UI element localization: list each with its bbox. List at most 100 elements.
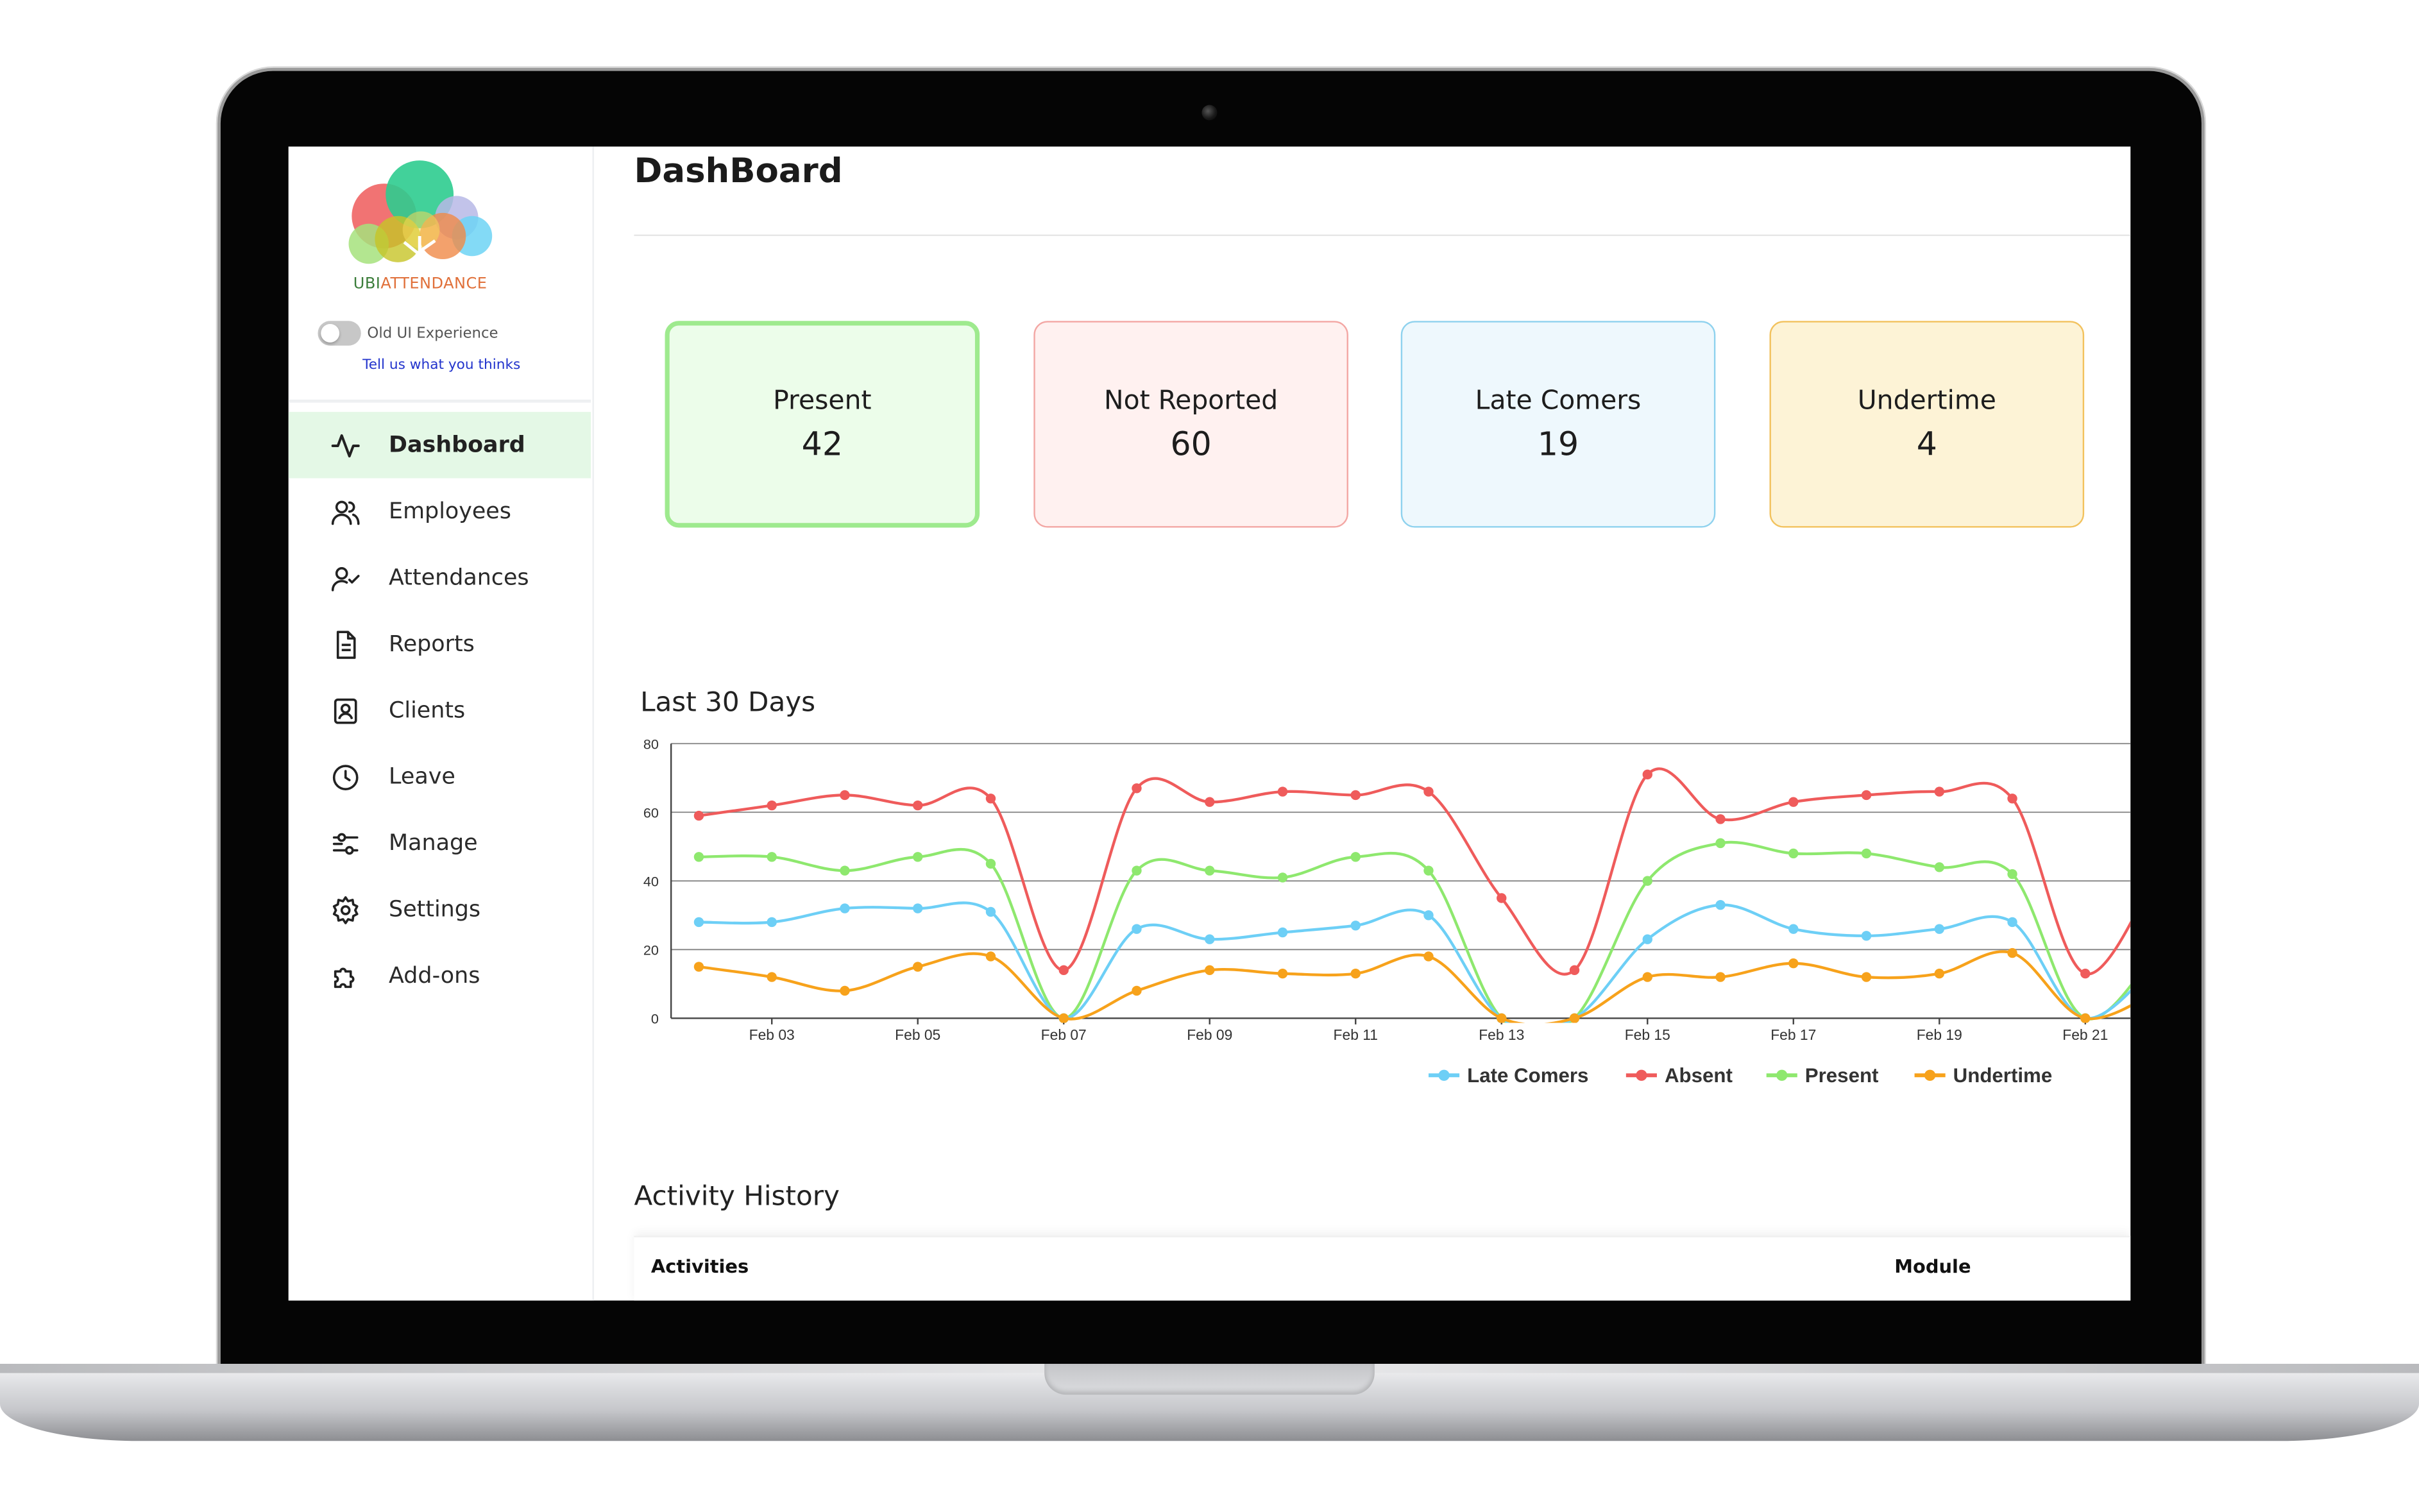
data-point[interactable] (1277, 872, 1288, 883)
sidebar-item-attendances[interactable]: Attendances (289, 545, 591, 611)
column-header-module[interactable]: Module (1894, 1255, 1971, 1278)
data-point[interactable] (1934, 786, 1944, 797)
sidebar-item-manage[interactable]: Manage (289, 810, 591, 876)
late-comers-card[interactable]: Late Comers 19 (1400, 321, 1716, 528)
data-point[interactable] (1350, 852, 1361, 862)
data-point[interactable] (985, 951, 996, 962)
data-point[interactable] (1423, 910, 1434, 921)
data-point[interactable] (1205, 797, 1215, 807)
sidebar-item-leave[interactable]: Leave (289, 743, 591, 810)
data-point[interactable] (1934, 924, 1944, 934)
data-point[interactable] (1132, 865, 1142, 876)
data-point[interactable] (1205, 934, 1215, 944)
data-point[interactable] (1205, 865, 1215, 876)
data-point[interactable] (1642, 972, 1652, 982)
sidebar-item-dashboard[interactable]: Dashboard (288, 412, 591, 479)
data-point[interactable] (1861, 790, 1872, 801)
data-point[interactable] (985, 906, 996, 917)
sidebar-item-settings[interactable]: Settings (289, 876, 591, 942)
data-point[interactable] (2007, 917, 2017, 928)
data-point[interactable] (1715, 972, 1726, 982)
data-point[interactable] (1277, 927, 1288, 938)
data-point[interactable] (1350, 921, 1361, 931)
undertime-card[interactable]: Undertime 4 (1769, 321, 2085, 528)
data-point[interactable] (693, 917, 704, 928)
data-point[interactable] (1058, 1013, 1069, 1023)
data-point[interactable] (2080, 969, 2091, 979)
sidebar-item-clients[interactable]: Clients (289, 677, 591, 743)
data-point[interactable] (767, 852, 777, 862)
not-reported-card[interactable]: Not Reported 60 (1033, 321, 1348, 528)
data-point[interactable] (1132, 924, 1142, 934)
data-point[interactable] (1788, 797, 1799, 807)
data-point[interactable] (840, 865, 850, 876)
data-point[interactable] (840, 903, 850, 913)
data-point[interactable] (1861, 972, 1872, 982)
data-point[interactable] (1788, 958, 1799, 969)
data-point[interactable] (1861, 931, 1872, 941)
data-point[interactable] (693, 962, 704, 972)
column-header-activities[interactable]: Activities (650, 1255, 749, 1278)
data-point[interactable] (2007, 869, 2017, 879)
data-point[interactable] (1350, 790, 1361, 801)
data-point[interactable] (1788, 848, 1799, 859)
data-point[interactable] (913, 903, 923, 913)
legend-label[interactable]: Undertime (1953, 1064, 2053, 1087)
data-point[interactable] (985, 794, 996, 804)
y-tick-label: 0 (651, 1011, 659, 1027)
sidebar-item-add-ons[interactable]: Add-ons (289, 942, 591, 1008)
series-absent (693, 767, 2131, 979)
data-point[interactable] (840, 790, 850, 801)
data-point[interactable] (1277, 969, 1288, 979)
x-tick-label: Feb 17 (1770, 1026, 1816, 1043)
data-point[interactable] (1350, 969, 1361, 979)
data-point[interactable] (1642, 934, 1652, 944)
data-point[interactable] (1934, 969, 1944, 979)
data-point[interactable] (1861, 848, 1872, 859)
data-point[interactable] (767, 972, 777, 982)
data-point[interactable] (1715, 899, 1726, 910)
data-point[interactable] (767, 800, 777, 811)
data-point[interactable] (1497, 893, 1507, 903)
data-point[interactable] (1569, 965, 1580, 976)
feedback-link[interactable]: Tell us what you thinks (362, 357, 521, 374)
data-point[interactable] (1132, 985, 1142, 996)
data-point[interactable] (1642, 876, 1652, 886)
data-point[interactable] (1788, 924, 1799, 934)
sidebar-item-reports[interactable]: Reports (289, 611, 591, 677)
activity-history-title: Activity History (634, 1182, 840, 1213)
data-point[interactable] (1715, 838, 1726, 849)
present-card[interactable]: Present 42 (665, 321, 980, 528)
data-point[interactable] (1132, 783, 1142, 794)
data-point[interactable] (1497, 1013, 1507, 1023)
data-point[interactable] (1423, 786, 1434, 797)
legend-label[interactable]: Absent (1665, 1064, 1733, 1087)
old-ui-toggle[interactable] (318, 321, 361, 346)
data-point[interactable] (913, 852, 923, 862)
legend-label[interactable]: Late Comers (1467, 1064, 1588, 1087)
sidebar-item-label: Manage (389, 831, 478, 856)
data-point[interactable] (1423, 951, 1434, 962)
data-point[interactable] (693, 852, 704, 862)
data-point[interactable] (1642, 769, 1652, 780)
data-point[interactable] (767, 917, 777, 928)
data-point[interactable] (913, 800, 923, 811)
data-point[interactable] (2007, 947, 2017, 958)
sidebar: UBIATTENDANCE Old UI Experience Tell us … (288, 146, 594, 1301)
data-point[interactable] (2080, 1013, 2091, 1023)
data-point[interactable] (2007, 794, 2017, 804)
data-point[interactable] (1205, 965, 1215, 976)
data-point[interactable] (1569, 1013, 1580, 1023)
data-point[interactable] (985, 858, 996, 869)
data-point[interactable] (1715, 814, 1726, 824)
data-point[interactable] (1277, 786, 1288, 797)
legend-label[interactable]: Present (1805, 1064, 1879, 1087)
sidebar-item-employees[interactable]: Employees (289, 479, 591, 545)
data-point[interactable] (1423, 865, 1434, 876)
data-point[interactable] (913, 962, 923, 972)
data-point[interactable] (1058, 965, 1069, 976)
data-point[interactable] (1934, 862, 1944, 872)
data-point[interactable] (840, 985, 850, 996)
sidebar-item-label: Employees (389, 499, 511, 524)
data-point[interactable] (693, 810, 704, 821)
